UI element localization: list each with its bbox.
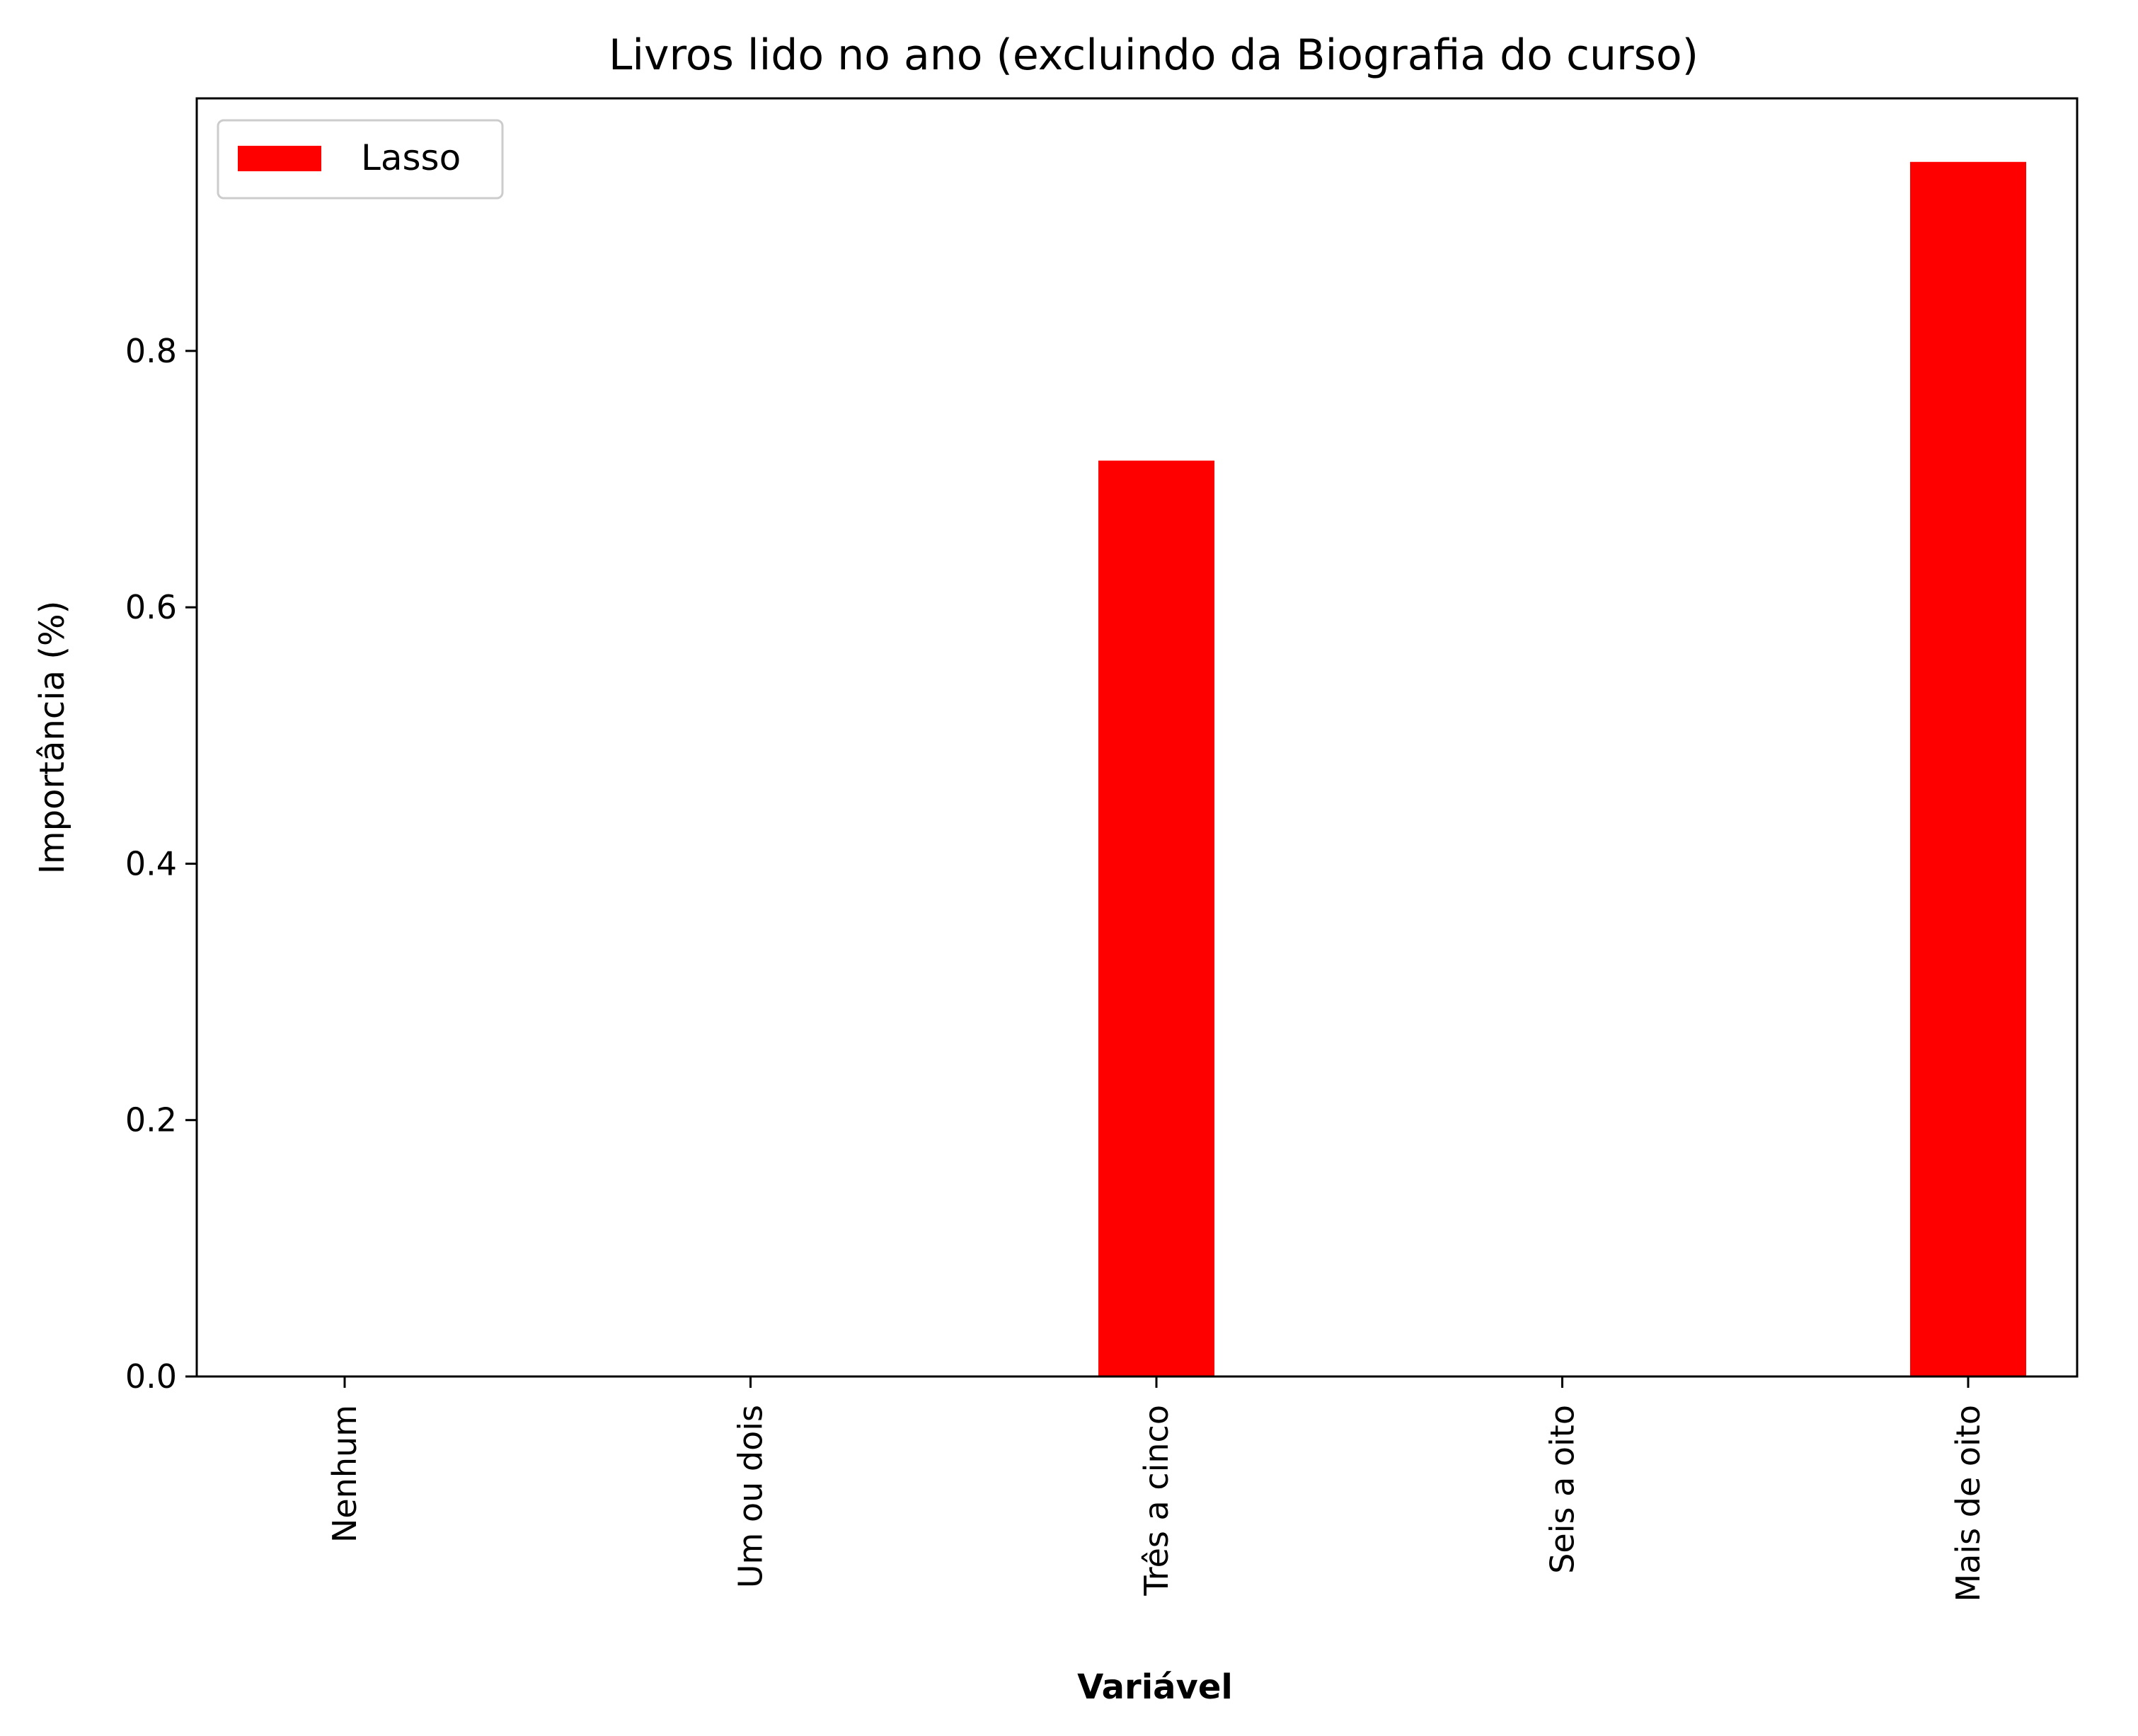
y-tick-label: 0.0 <box>125 1357 177 1396</box>
y-axis-ticks: 0.0 0.2 0.4 0.6 0.8 <box>125 332 197 1396</box>
x-axis-label: Variável <box>1077 1667 1233 1707</box>
y-tick-label: 0.6 <box>125 588 177 626</box>
legend-label-lasso: Lasso <box>361 137 461 178</box>
y-axis-label: Importância (%) <box>33 601 72 875</box>
legend-swatch-lasso <box>238 146 321 171</box>
plot-frame <box>195 97 2079 1378</box>
legend: Lasso <box>217 119 504 200</box>
y-tick-label: 0.4 <box>125 844 177 883</box>
y-tick-label: 0.8 <box>125 332 177 370</box>
x-tick-label-mais-de-oito: Mais de oito <box>1949 1405 1987 1602</box>
x-axis-ticks: Nenhum Um ou dois Três a cinco Seis a oito M… <box>326 1376 1987 1602</box>
x-tick-label-tres-a-cinco: Três a cinco <box>1137 1405 1176 1597</box>
x-tick-label-seis-a-oito: Seis a oito <box>1544 1405 1582 1574</box>
y-tick-label: 0.2 <box>125 1101 177 1139</box>
x-tick-label-nenhum: Nenhum <box>326 1405 364 1543</box>
x-tick-label-um-ou-dois: Um ou dois <box>732 1405 770 1588</box>
chart-title: Livros lido no ano (excluindo da Biograf… <box>609 30 1699 80</box>
bar-mais-de-oito <box>1909 160 2028 1378</box>
bar-tres-a-cinco <box>1097 459 1216 1377</box>
legend-frame <box>217 119 504 200</box>
bars-group <box>1097 160 2028 1378</box>
